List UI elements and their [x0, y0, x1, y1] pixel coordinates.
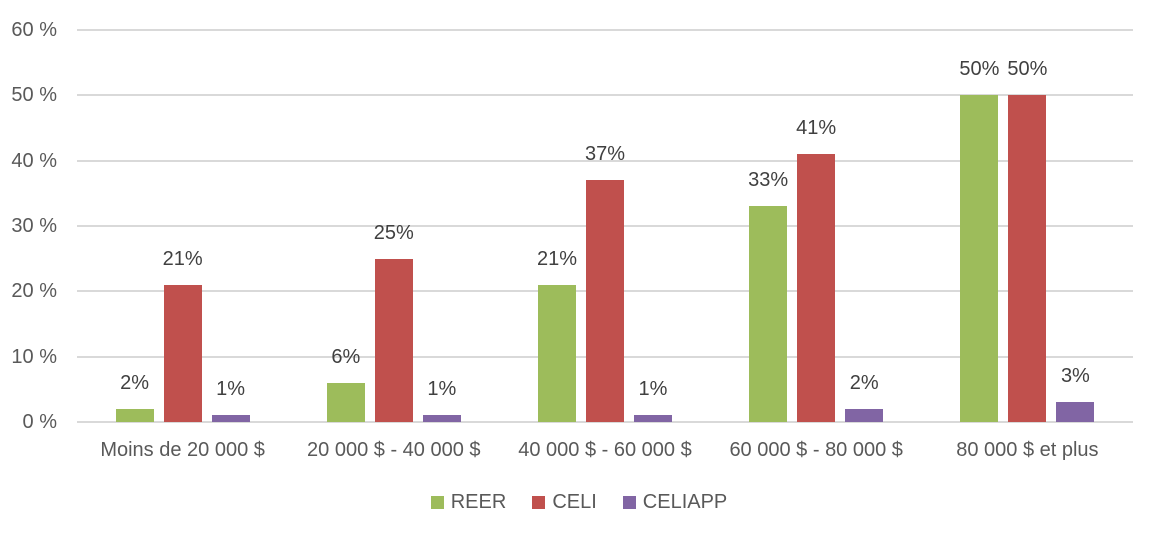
celi-swatch-icon [532, 495, 546, 509]
legend-item-celi: CELI [532, 490, 597, 514]
x-axis-category-label: 60 000 $ - 80 000 $ [729, 439, 903, 461]
legend-label-celiapp: CELIAPP [642, 491, 728, 513]
bar-reer [538, 284, 576, 422]
bar-celi [1008, 95, 1047, 422]
x-axis-category-label: Moins de 20 000 $ [100, 439, 265, 461]
y-axis-tick-label: 40 % [11, 149, 57, 172]
y-axis-tick-label: 10 % [11, 345, 57, 368]
bar-celi [374, 258, 413, 422]
data-label: 33% [748, 169, 789, 192]
y-axis-tick-label: 0 % [22, 411, 57, 433]
bar-celi [586, 180, 624, 422]
bar-celiapp [422, 415, 461, 422]
reer-swatch-icon [430, 495, 444, 509]
x-axis-category-label: 80 000 $ et plus [956, 439, 1099, 461]
data-label: 50% [1007, 58, 1048, 81]
bar-reer [326, 382, 365, 422]
gridline [77, 94, 1133, 97]
y-axis-tick-label: 20 % [11, 280, 57, 303]
data-label: 25% [373, 221, 414, 244]
bar-reer [749, 206, 788, 422]
legend-item-reer: REER [430, 490, 507, 514]
gridline [77, 421, 1133, 423]
legend: REER CELI CELIAPP [0, 490, 1158, 514]
bar-celi [163, 284, 202, 422]
bar-celi [797, 154, 836, 422]
x-axis-category-label: 40 000 $ - 60 000 $ [518, 439, 692, 461]
data-label: 3% [1060, 365, 1090, 388]
data-label: 21% [162, 247, 203, 270]
data-label: 1% [216, 378, 246, 401]
data-label: 2% [120, 371, 150, 394]
data-label: 41% [796, 117, 837, 140]
gridline [77, 159, 1133, 162]
bar-celiapp [634, 415, 672, 422]
data-label: 1% [427, 378, 457, 401]
bar-reer [960, 95, 999, 422]
data-label: 50% [959, 58, 1000, 81]
y-axis-tick-label: 50 % [11, 84, 57, 107]
data-label: 2% [849, 371, 879, 394]
legend-label-reer: REER [450, 491, 507, 513]
bar-celiapp [211, 415, 250, 422]
legend-label-celi: CELI [552, 491, 597, 513]
bar-celiapp [1056, 402, 1095, 422]
celiapp-swatch-icon [622, 495, 636, 509]
y-axis-tick-label: 30 % [11, 215, 57, 237]
y-axis-tick-label: 60 % [11, 19, 57, 41]
data-label: 1% [638, 378, 668, 401]
legend-item-celiapp: CELIAPP [622, 490, 728, 514]
data-label: 37% [584, 143, 626, 166]
gridline [77, 29, 1133, 31]
data-label: 21% [536, 247, 578, 270]
bar-celiapp [845, 408, 884, 422]
x-axis-category-label: 20 000 $ - 40 000 $ [307, 439, 481, 461]
data-label: 6% [331, 345, 361, 368]
bar-reer [115, 408, 154, 422]
